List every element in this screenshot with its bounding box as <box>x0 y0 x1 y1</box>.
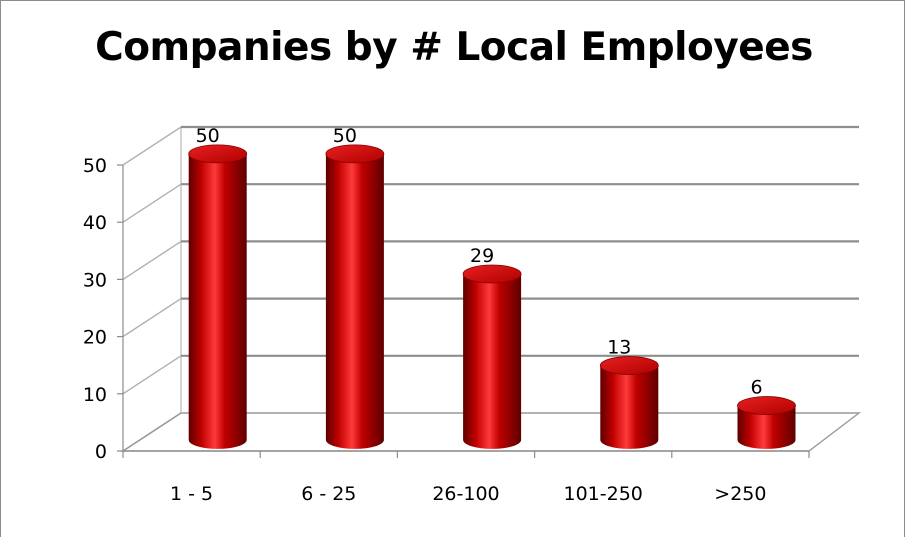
y-tick-label: 30 <box>83 269 107 291</box>
y-tick-label: 20 <box>83 327 107 349</box>
bar-body <box>188 153 247 449</box>
bar-cap <box>599 356 659 375</box>
data-label: 50 <box>196 125 220 147</box>
y-tick-label: 50 <box>83 155 107 177</box>
bar <box>599 356 659 449</box>
bar-cap <box>188 144 248 164</box>
bar-body <box>600 365 659 449</box>
x-tick-label: 26-100 <box>432 483 499 505</box>
side-wall-gridline <box>122 126 182 166</box>
chart-title: Companies by # Local Employees <box>95 25 813 70</box>
x-tick-label: 1 - 5 <box>170 483 213 505</box>
bar-cap <box>325 144 385 164</box>
bar-body <box>325 153 384 449</box>
bar <box>462 264 522 449</box>
bar-body <box>463 274 522 449</box>
side-wall-gridline <box>122 355 182 395</box>
data-label: 50 <box>333 125 357 147</box>
y-tick-label: 40 <box>83 212 107 234</box>
y-tick-label: 0 <box>95 441 107 463</box>
bar-cap <box>737 396 796 415</box>
x-tick-label: >250 <box>714 483 766 505</box>
data-label: 6 <box>750 377 762 399</box>
data-label: 13 <box>607 337 631 359</box>
side-wall-gridline <box>122 183 182 223</box>
y-tick-label: 10 <box>83 384 107 406</box>
bar-cap <box>462 264 522 284</box>
x-tick-label: 6 - 25 <box>301 483 356 505</box>
bar <box>188 144 248 449</box>
side-wall-gridline <box>122 240 182 280</box>
bar <box>325 144 385 449</box>
side-wall-gridline <box>122 298 182 338</box>
x-tick-label: 101-250 <box>564 483 643 505</box>
bar-body <box>737 405 796 449</box>
bar <box>737 396 796 449</box>
data-label: 29 <box>470 245 494 267</box>
